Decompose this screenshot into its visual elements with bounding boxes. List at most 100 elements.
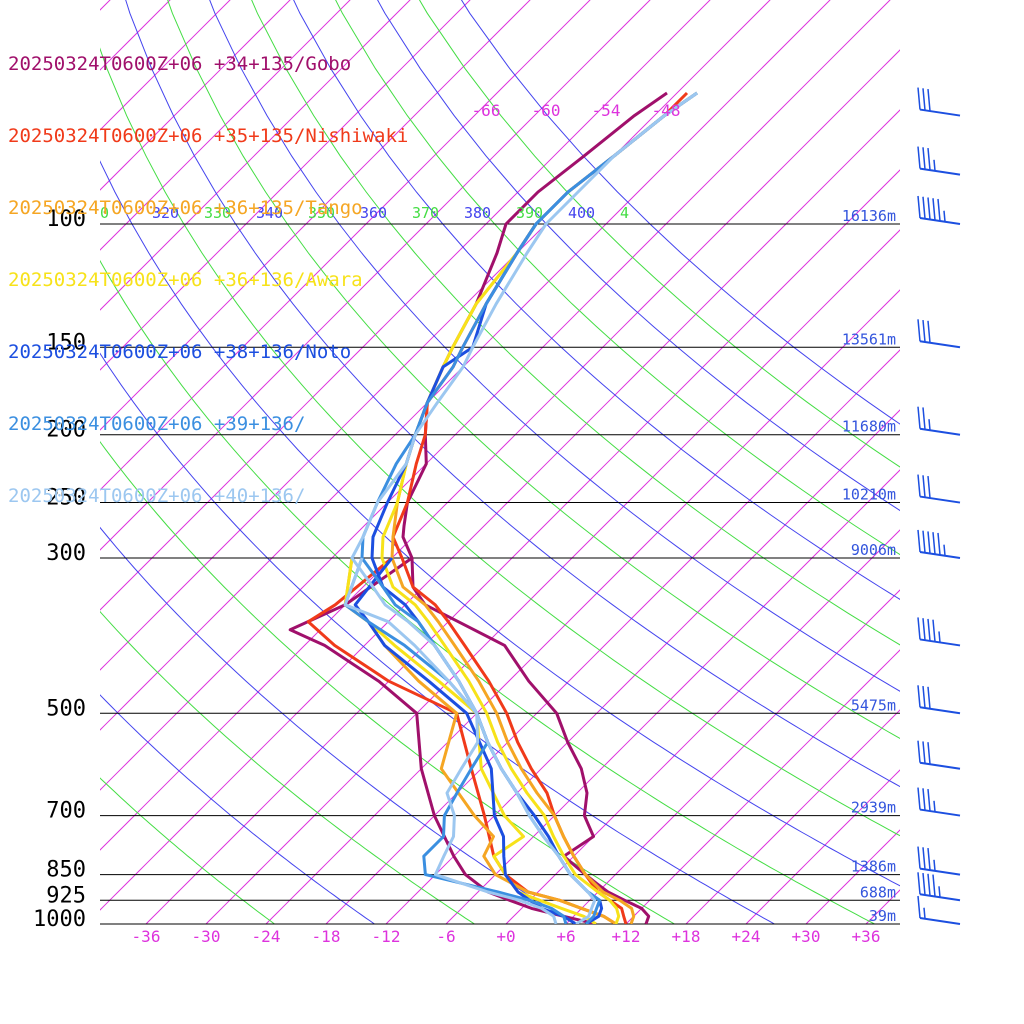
theta-label: 320	[152, 204, 179, 222]
isobar-grid	[100, 223, 900, 925]
isotherm-line	[565, 589, 900, 924]
dewpoint-line-awara	[343, 557, 597, 924]
wind-barb	[917, 787, 961, 817]
height-label: 39m	[869, 907, 896, 925]
legend-item: 20250324T0600Z+06 +34+135/Gobo	[8, 53, 352, 75]
pressure-tick-label: 925	[46, 883, 86, 908]
legend-item: 20250324T0600Z+06 +35+135/Nishiwaki	[8, 125, 409, 147]
pressure-tick-label: 150	[46, 330, 86, 355]
wind-barb	[917, 617, 961, 647]
theta-label: 0	[100, 204, 109, 222]
isotherm-line	[625, 649, 900, 924]
theta-label: 350	[308, 204, 335, 222]
legend-item: 20250324T0600Z+06 +36+136/Awara	[8, 269, 363, 291]
isotherm-line	[325, 349, 900, 924]
pressure-tick-label: 850	[46, 858, 86, 883]
height-label: 16136m	[842, 207, 896, 225]
pressure-tick-label: 300	[46, 541, 86, 566]
temperature-tick-label: +0	[496, 927, 515, 946]
pressure-tick-label: 250	[46, 486, 86, 511]
isotherm-line	[986, 0, 1024, 924]
dewpoint-line-39+136	[343, 557, 568, 924]
height-label: 5475m	[851, 696, 896, 714]
legend-item: 20250324T0600Z+06 +36+135/Tango	[8, 197, 363, 219]
pressure-tick-label: 500	[46, 696, 86, 721]
isotherm-line	[805, 829, 900, 924]
isotherm-label: -54	[592, 101, 621, 120]
temperature-tick-label: -6	[436, 927, 455, 946]
isotherm-line	[505, 529, 900, 924]
theta-label: 360	[360, 204, 387, 222]
isotherm-line	[685, 709, 900, 924]
temperature-tick-label: -12	[372, 927, 401, 946]
theta-label: 330	[204, 204, 231, 222]
theta-label: 370	[412, 204, 439, 222]
isotherm-line	[926, 0, 1024, 924]
wind-barb	[917, 740, 961, 770]
wind-barb	[917, 406, 961, 436]
dewpoint-line-noto	[353, 557, 577, 924]
temperature-line-40+136	[350, 91, 698, 924]
temperature-tick-label: +24	[732, 927, 761, 946]
temperature-tick-label: -18	[312, 927, 341, 946]
temperature-tick-label: -30	[192, 927, 221, 946]
legend-item: 20250324T0600Z+06 +39+136/	[8, 413, 306, 435]
pressure-tick-label: 100	[46, 207, 86, 232]
isotherm-line	[745, 769, 900, 924]
dry-adiabat-line	[100, 440, 675, 924]
temperature-tick-label: +30	[792, 927, 821, 946]
dry-adiabat-line	[377, 0, 900, 512]
theta-label: 390	[516, 204, 543, 222]
dry-adiabat-line	[100, 610, 475, 924]
height-label: 9006m	[851, 541, 896, 559]
wind-barb	[917, 195, 961, 225]
dry-adiabat-line	[418, 0, 900, 468]
wind-barb	[917, 474, 961, 504]
temperature-tick-label: +18	[672, 927, 701, 946]
wind-barb	[917, 87, 961, 117]
isotherm-label: -48	[652, 101, 681, 120]
temperature-tick-label: -24	[252, 927, 281, 946]
theta-label: 380	[464, 204, 491, 222]
pressure-tick-label: 200	[46, 418, 86, 443]
dewpoint-line-40+136	[343, 557, 558, 924]
wind-barb	[917, 529, 961, 559]
isotherm-line	[865, 889, 900, 924]
dry-adiabat-line	[460, 0, 900, 425]
theta-label: 4	[620, 204, 629, 222]
temperature-tick-label: +6	[556, 927, 575, 946]
wind-barb	[917, 872, 961, 902]
wind-barb	[917, 846, 961, 876]
temperature-line-awara	[380, 91, 698, 924]
isotherm-line	[445, 469, 900, 924]
height-label: 10210m	[842, 486, 896, 504]
wind-barb	[917, 319, 961, 349]
dry-adiabat-line	[100, 777, 275, 924]
temperature-tick-label: +36	[852, 927, 881, 946]
pressure-tick-label: 700	[46, 799, 86, 824]
height-label: 1386m	[851, 858, 896, 876]
wind-barb	[917, 685, 961, 715]
legend: 20250324T0600Z+06 +34+135/Gobo 20250324T…	[8, 4, 408, 532]
height-label: 11680m	[842, 418, 896, 436]
wind-barb	[917, 146, 961, 176]
sounding-series	[288, 91, 698, 924]
theta-label: 400	[568, 204, 595, 222]
theta-label: 340	[256, 204, 283, 222]
dry-adiabat-line	[100, 694, 375, 924]
legend-item: 20250324T0600Z+06 +38+136/Noto	[8, 341, 352, 363]
height-label: 13561m	[842, 330, 896, 348]
axis-labels: 100 16136m 150 13561m 200 11680m 250 10210m 300 9…	[33, 101, 896, 946]
temperature-tick-label: +12	[612, 927, 641, 946]
temperature-tick-label: -36	[132, 927, 161, 946]
height-label: 688m	[860, 883, 896, 901]
legend-item: 20250324T0600Z+06 +40+136/	[8, 485, 306, 507]
wind-barbs	[917, 87, 961, 925]
isotherm-label: -60	[532, 101, 561, 120]
isotherm-label: -66	[472, 101, 501, 120]
dewpoint-line-gobo	[288, 556, 597, 924]
pressure-tick-label: 1000	[33, 907, 86, 932]
wind-barb	[917, 895, 961, 925]
height-label: 2939m	[851, 799, 896, 817]
